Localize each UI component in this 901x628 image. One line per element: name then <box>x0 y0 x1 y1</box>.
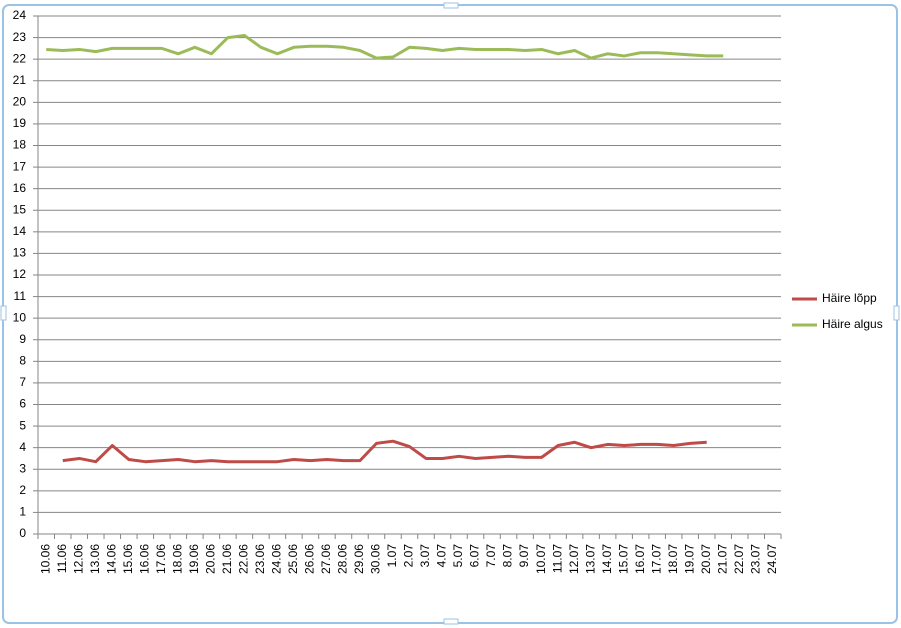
y-tick-label: 24 <box>13 8 27 22</box>
x-tick-label: 3.07 <box>418 544 432 568</box>
resize-handle[interactable] <box>0 305 7 321</box>
x-tick-label: 12.07 <box>567 544 581 574</box>
y-tick-label: 4 <box>19 440 26 454</box>
x-tick-label: 21.07 <box>715 544 729 574</box>
x-tick-label: 4.07 <box>435 544 449 568</box>
y-tick-label: 23 <box>13 30 27 44</box>
x-tick-label: 12.06 <box>71 544 85 574</box>
resize-handle[interactable] <box>893 305 900 321</box>
legend-label: Häire algus <box>822 317 883 331</box>
x-tick-label: 20.06 <box>204 544 218 574</box>
y-tick-label: 22 <box>13 51 27 65</box>
x-tick-label: 8.07 <box>501 544 515 568</box>
y-tick-label: 17 <box>13 159 27 173</box>
x-tick-label: 11.06 <box>55 544 69 573</box>
x-tick-label: 24.06 <box>270 544 284 574</box>
x-tick-label: 16.07 <box>633 544 647 574</box>
x-tick-label: 22.06 <box>237 544 251 574</box>
x-tick-label: 20.07 <box>699 544 713 574</box>
x-tick-label: 30.06 <box>369 544 383 574</box>
x-tick-label: 14.07 <box>600 544 614 574</box>
resize-handle[interactable] <box>443 618 459 625</box>
y-tick-label: 9 <box>19 332 26 346</box>
chart-frame <box>2 4 898 624</box>
x-tick-label: 17.07 <box>649 544 663 574</box>
y-tick-label: 0 <box>19 526 26 540</box>
x-tick-label: 22.07 <box>732 544 746 574</box>
x-tick-label: 18.07 <box>666 544 680 574</box>
y-tick-label: 19 <box>13 116 27 130</box>
y-tick-label: 8 <box>19 354 26 368</box>
x-tick-label: 27.06 <box>319 544 333 574</box>
x-tick-label: 25.06 <box>286 544 300 574</box>
x-tick-label: 6.07 <box>468 544 482 568</box>
x-tick-label: 15.07 <box>616 544 630 574</box>
x-tick-label: 19.07 <box>682 544 696 574</box>
x-tick-label: 23.07 <box>748 544 762 574</box>
y-tick-label: 2 <box>19 483 26 497</box>
x-tick-label: 21.06 <box>220 544 234 574</box>
x-tick-label: 11.07 <box>550 544 564 573</box>
x-tick-label: 19.06 <box>187 544 201 574</box>
series-line <box>62 439 707 464</box>
x-tick-label: 18.06 <box>171 544 185 574</box>
y-tick-label: 14 <box>13 224 27 238</box>
x-tick-label: 23.06 <box>253 544 267 574</box>
y-tick-label: 7 <box>19 375 26 389</box>
x-tick-label: 7.07 <box>484 544 498 568</box>
y-tick-label: 13 <box>13 246 27 260</box>
resize-handle[interactable] <box>443 2 459 9</box>
y-tick-label: 18 <box>13 138 27 152</box>
x-tick-label: 24.07 <box>765 544 779 574</box>
y-tick-label: 12 <box>13 267 27 281</box>
x-tick-label: 28.06 <box>336 544 350 574</box>
y-tick-label: 11 <box>14 289 27 303</box>
y-tick-label: 21 <box>13 73 27 87</box>
x-tick-label: 9.07 <box>517 544 531 568</box>
x-tick-label: 16.06 <box>137 544 151 574</box>
x-tick-label: 13.06 <box>88 544 102 574</box>
y-tick-label: 16 <box>13 181 27 195</box>
legend-label: Häire lõpp <box>822 291 877 305</box>
x-tick-label: 5.07 <box>451 544 465 568</box>
x-tick-label: 2.07 <box>402 544 416 568</box>
y-tick-label: 10 <box>13 310 27 324</box>
y-tick-label: 20 <box>13 95 27 109</box>
x-tick-label: 14.06 <box>104 544 118 574</box>
y-tick-label: 6 <box>19 397 26 411</box>
x-tick-label: 10.06 <box>38 544 52 574</box>
x-tick-label: 17.06 <box>154 544 168 574</box>
y-tick-label: 3 <box>19 461 26 475</box>
x-tick-label: 15.06 <box>121 544 135 574</box>
x-tick-label: 13.07 <box>583 544 597 574</box>
x-tick-label: 10.07 <box>534 544 548 574</box>
x-tick-label: 26.06 <box>303 544 317 574</box>
y-tick-label: 15 <box>13 202 27 216</box>
y-tick-label: 1 <box>19 505 26 519</box>
x-tick-label: 29.06 <box>352 544 366 574</box>
x-tick-label: 1.07 <box>385 544 399 568</box>
series-line <box>46 33 724 60</box>
y-tick-label: 5 <box>19 418 26 432</box>
